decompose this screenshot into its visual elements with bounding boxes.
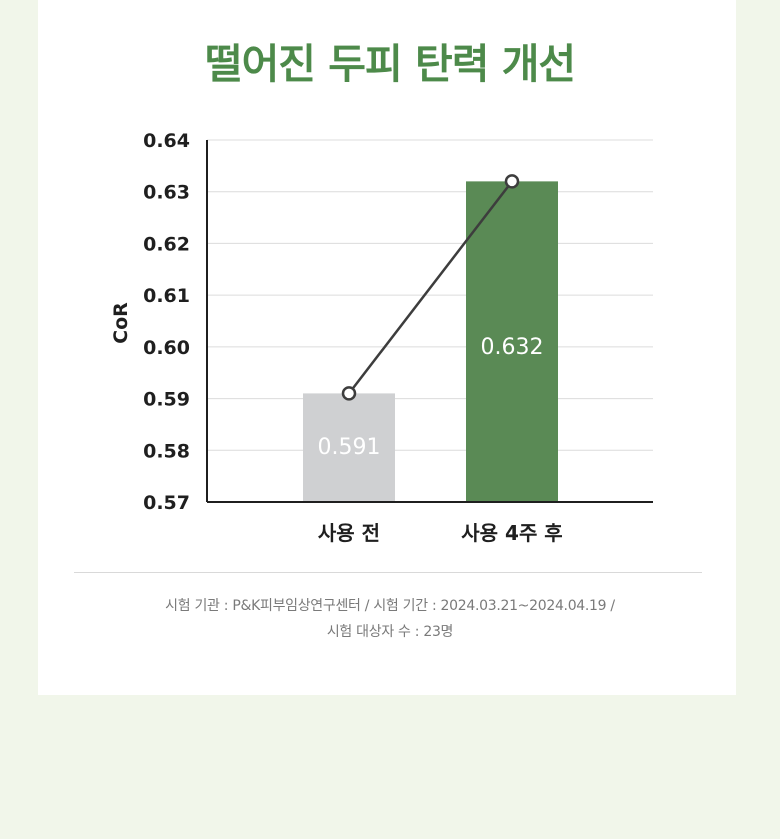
bar — [303, 393, 395, 502]
bars — [303, 181, 558, 502]
trend-marker — [504, 174, 520, 189]
content-card — [38, 0, 736, 695]
y-tick-label: 0.64 — [143, 130, 190, 152]
y-tick-label: 0.61 — [143, 285, 190, 307]
trend-line — [341, 174, 520, 401]
value-labels: 0.591 0.632 — [318, 335, 544, 460]
x-tick-labels: 사용 전 사용 4주 후 — [318, 521, 563, 545]
y-tick-label: 0.58 — [143, 440, 190, 462]
value-label: 0.632 — [481, 335, 544, 360]
y-tick-label: 0.62 — [143, 233, 190, 255]
y-tick-label: 0.60 — [143, 337, 190, 359]
y-tick-label: 0.59 — [143, 389, 190, 411]
divider — [74, 572, 702, 573]
chart-title: 떨어진 두피 탄력 개선 — [204, 40, 576, 88]
value-label: 0.591 — [318, 435, 381, 460]
y-tick-label: 0.63 — [143, 182, 190, 204]
footnote-line-2: 시험 대상자 수 : 23명 — [326, 624, 454, 640]
footnote-line-1: 시험 기관 : P&K피부임상연구센터 / 시험 기간 : 2024.03.21… — [165, 598, 615, 614]
axes — [206, 140, 653, 503]
x-tick-label: 사용 전 — [318, 521, 380, 545]
grid-lines — [207, 139, 653, 451]
bar — [466, 181, 558, 502]
y-tick-labels: 0.64 0.63 0.62 0.61 0.60 0.59 0.58 0.57 — [143, 130, 190, 514]
trend-marker — [341, 386, 357, 401]
y-tick-label: 0.57 — [143, 492, 190, 514]
y-axis-label: CoR — [110, 302, 132, 344]
x-tick-label: 사용 4주 후 — [461, 521, 562, 545]
trend-segment — [348, 180, 513, 395]
